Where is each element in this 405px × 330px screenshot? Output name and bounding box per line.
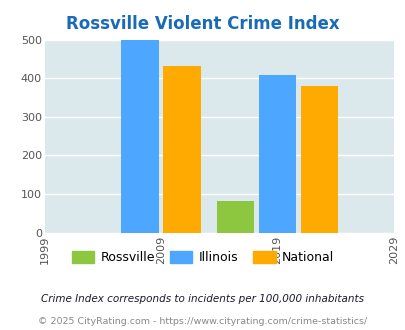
- Bar: [121, 40, 158, 233]
- Text: © 2025 CityRating.com - https://www.cityrating.com/crime-statistics/: © 2025 CityRating.com - https://www.city…: [38, 317, 367, 326]
- Bar: [300, 86, 337, 233]
- Legend: Rossville, Illinois, National: Rossville, Illinois, National: [66, 246, 339, 269]
- Bar: [258, 75, 295, 233]
- Text: Rossville Violent Crime Index: Rossville Violent Crime Index: [66, 15, 339, 33]
- Bar: [163, 66, 200, 233]
- Bar: [216, 201, 254, 233]
- Text: Crime Index corresponds to incidents per 100,000 inhabitants: Crime Index corresponds to incidents per…: [41, 294, 364, 304]
